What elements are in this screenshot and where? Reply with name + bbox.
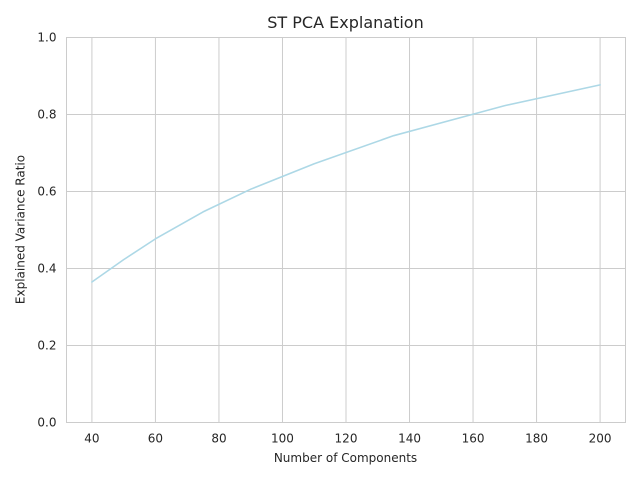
axes-frame	[66, 37, 626, 423]
y-tick-label: 0.6	[37, 185, 56, 199]
y-tick-label: 0.2	[37, 339, 56, 353]
y-tick-label: 0.0	[37, 416, 56, 430]
x-tick-label: 160	[462, 432, 485, 446]
x-tick-label: 40	[84, 432, 99, 446]
y-tick-label: 0.4	[37, 262, 56, 276]
variance-series-line	[91, 84, 601, 283]
plot-frame	[66, 37, 626, 423]
x-tick-label: 80	[211, 432, 226, 446]
y-tick-label: 0.8	[37, 108, 56, 122]
x-axis-label: Number of Components	[274, 451, 417, 465]
x-tick-label: 200	[589, 432, 612, 446]
y-tick-labels: 0.0 0.2 0.4 0.6 0.8 1.0	[37, 31, 56, 430]
series-layer	[91, 84, 601, 283]
grid	[66, 37, 626, 423]
x-tick-label: 60	[148, 432, 163, 446]
chart-title: ST PCA Explanation	[267, 13, 423, 32]
x-tick-label: 100	[271, 432, 294, 446]
x-tick-labels: 40 60 80 100 120 140 160 180 200	[84, 432, 611, 446]
y-tick-label: 1.0	[37, 31, 56, 45]
y-axis-label: Explained Variance Ratio	[14, 155, 28, 304]
x-tick-label: 180	[525, 432, 548, 446]
x-tick-label: 120	[335, 432, 358, 446]
x-tick-label: 140	[398, 432, 421, 446]
